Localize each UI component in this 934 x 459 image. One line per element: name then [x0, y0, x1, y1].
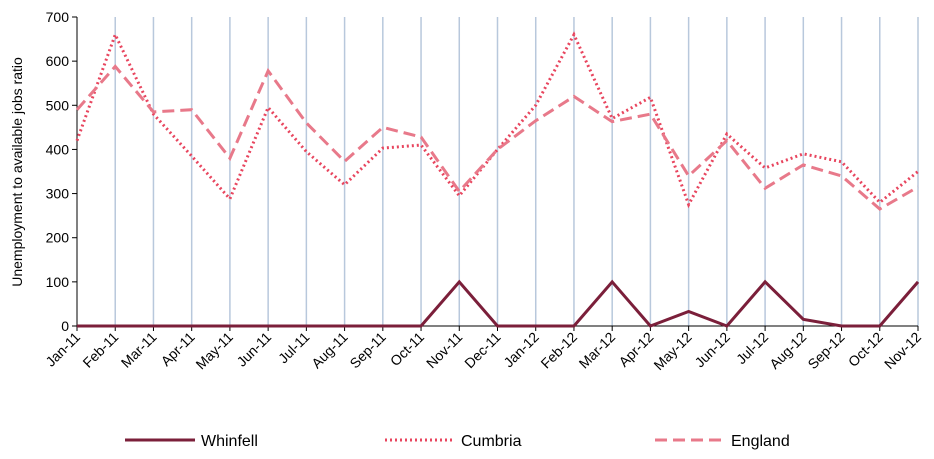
y-tick-label: 700 [46, 9, 70, 25]
x-tick-label: Mar-12 [576, 329, 619, 372]
series-line [77, 279, 920, 328]
x-tick-label: Aug-12 [766, 329, 809, 372]
x-tick-label: Oct-11 [387, 329, 427, 369]
x-tick-label: Sep-11 [346, 329, 389, 372]
legend-label: Cumbria [461, 433, 522, 450]
x-tick-label: Jan-12 [500, 329, 542, 371]
x-tick-label: Apr-11 [158, 329, 198, 369]
y-tick-label: 200 [46, 230, 70, 246]
x-tick-label: Sep-12 [804, 329, 847, 372]
x-tick-label: Mar-11 [118, 329, 160, 371]
x-tick-label: Jun-12 [691, 329, 733, 371]
y-tick-label: 100 [46, 274, 70, 290]
y-tick-label: 400 [46, 141, 70, 157]
x-tick-label: Oct-12 [845, 329, 886, 370]
y-tick-label: 500 [46, 97, 70, 113]
y-tick-label: 0 [61, 318, 69, 334]
x-tick-label: Jun-11 [233, 329, 274, 370]
x-tick-label: Dec-11 [461, 329, 504, 372]
x-tick-label: Nov-12 [881, 329, 924, 372]
x-tick-label: May-11 [192, 329, 236, 373]
x-tick-label: Jan-11 [42, 329, 83, 370]
x-tick-label: May-12 [650, 329, 694, 373]
x-tick-label: Feb-12 [537, 329, 580, 372]
x-tick-label: Aug-11 [308, 329, 351, 372]
x-tick-label: Nov-11 [423, 329, 466, 372]
legend-label: England [731, 433, 790, 450]
y-axis-label: Unemployment to available jobs ratio [9, 57, 25, 287]
x-tick-label: Feb-11 [79, 329, 121, 371]
y-tick-label: 300 [46, 186, 70, 202]
x-tick-label: Jul-11 [275, 329, 313, 367]
legend-label: Whinfell [201, 433, 258, 450]
y-tick-label: 600 [46, 53, 70, 69]
series-line [75, 30, 919, 209]
x-tick-label: Apr-12 [615, 329, 656, 370]
